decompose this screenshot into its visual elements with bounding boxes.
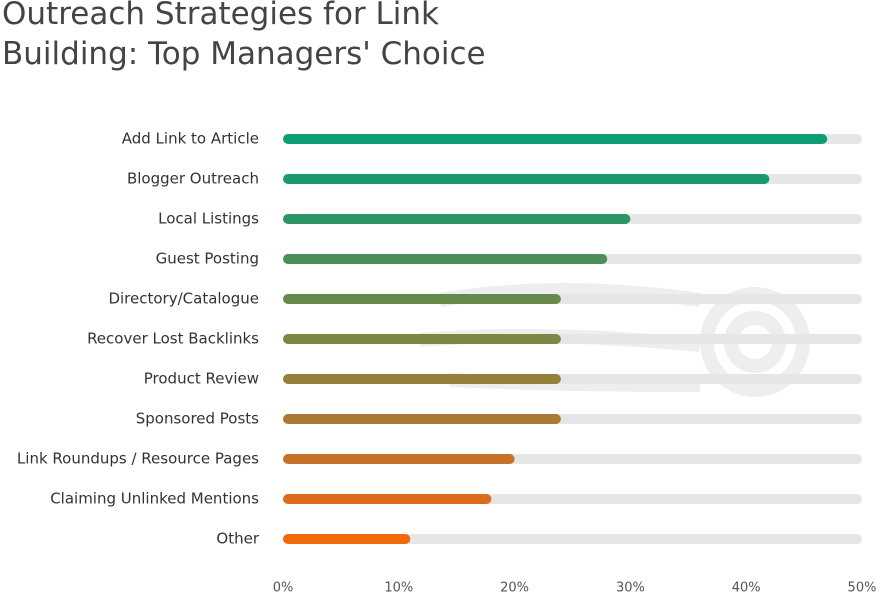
bar (283, 254, 608, 264)
y-tick-label: Link Roundups / Resource Pages (17, 450, 259, 468)
bar (283, 494, 492, 504)
y-tick-label: Product Review (144, 370, 259, 388)
x-tick-label: 50% (848, 581, 877, 595)
x-tick-label: 0% (273, 581, 294, 595)
bar (283, 214, 631, 224)
bar (283, 414, 561, 424)
y-tick-label: Claiming Unlinked Mentions (50, 490, 259, 508)
y-tick-label: Guest Posting (156, 250, 259, 268)
y-tick-label: Directory/Catalogue (108, 290, 259, 308)
bar (283, 174, 770, 184)
chart-title: Outreach Strategies for Link Building: T… (2, 0, 486, 72)
bar-track (283, 534, 862, 544)
x-tick-label: 30% (616, 581, 645, 595)
bar (283, 454, 515, 464)
y-tick-label: Blogger Outreach (127, 170, 259, 188)
y-tick-label: Recover Lost Backlinks (87, 330, 259, 348)
y-tick-label: Other (216, 530, 259, 548)
y-tick-label: Local Listings (158, 210, 259, 228)
x-tick-label: 40% (732, 581, 761, 595)
bar (283, 294, 561, 304)
y-tick-label: Sponsored Posts (136, 410, 259, 428)
bar (283, 374, 561, 384)
x-tick-label: 10% (384, 581, 413, 595)
bar (283, 134, 828, 144)
y-tick-label: Add Link to Article (122, 130, 259, 148)
bar (283, 534, 411, 544)
x-tick-label: 20% (500, 581, 529, 595)
bar (283, 334, 561, 344)
